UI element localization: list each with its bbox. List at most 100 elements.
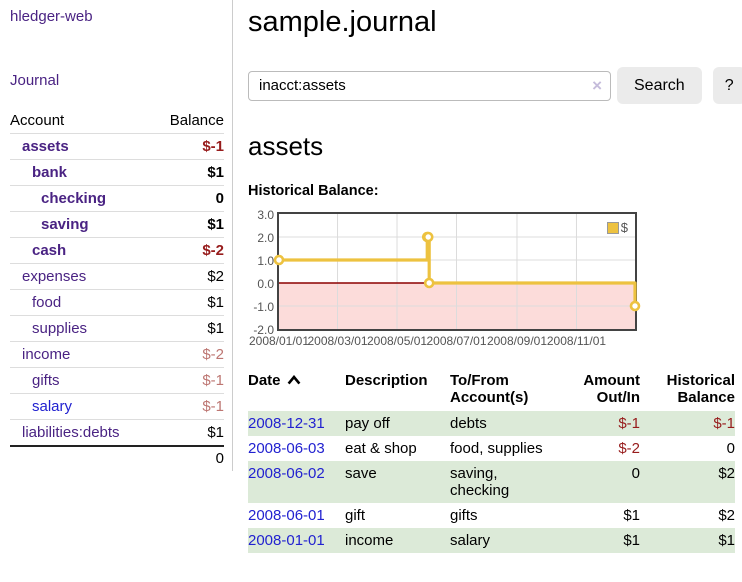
y-tick-label: 1.0 <box>257 254 274 268</box>
x-tick-label: 2008/11/01 <box>546 334 607 348</box>
accounts-total-value: 0 <box>215 450 224 467</box>
balance-chart: $ 3.0 2.0 1.0 0.0 -1.0 -2.0 2008/01/01 2008/03… <box>249 209 641 351</box>
accounts-total-spacer <box>10 446 153 471</box>
account-link[interactable]: assets <box>22 138 69 155</box>
transaction-accounts: salary <box>450 532 491 549</box>
register-row: 2008-06-03 eat & shop food, supplies $-2… <box>248 436 735 461</box>
account-balance: $1 <box>207 294 224 311</box>
account-link[interactable]: cash <box>32 242 67 259</box>
register-row: 2008-01-01 income salary $1 $1 <box>248 528 735 553</box>
transaction-date-link[interactable]: 2008-06-02 <box>248 465 325 482</box>
transaction-amount: $1 <box>623 532 640 549</box>
transaction-description: save <box>345 465 377 482</box>
account-balance: $1 <box>207 320 224 337</box>
account-balance: $-2 <box>202 242 224 259</box>
account-balance: $-1 <box>202 398 224 415</box>
account-link[interactable]: gifts <box>32 372 60 389</box>
chart-svg <box>273 214 641 329</box>
account-link[interactable]: bank <box>32 164 68 181</box>
sidebar-nav: Journal <box>10 72 224 89</box>
transaction-accounts: gifts <box>450 507 478 524</box>
sidebar: hledger-web Journal Account Balance asse… <box>0 0 233 471</box>
account-link[interactable]: expenses <box>22 268 87 285</box>
account-balance: 0 <box>215 190 224 207</box>
register-header-date[interactable]: Date <box>248 369 345 411</box>
account-balance: $1 <box>207 216 224 233</box>
transaction-accounts: debts <box>450 415 487 432</box>
register-table-body: 2008-12-31 pay off debts $-1 $-1 2008-06… <box>248 411 735 553</box>
account-row: supplies $1 <box>10 316 224 342</box>
x-tick-label: 2008/09/01 <box>486 334 547 348</box>
transaction-date-link[interactable]: 2008-06-01 <box>248 507 325 524</box>
register-row: 2008-06-02 save saving, checking 0 $2 <box>248 461 735 503</box>
y-tick-label: 3.0 <box>257 208 274 222</box>
account-balance: $2 <box>207 268 224 285</box>
y-tick-label: 2.0 <box>257 231 274 245</box>
transaction-balance: 0 <box>726 440 735 457</box>
account-row: gifts $-1 <box>10 368 224 394</box>
accounts-header-row: Account Balance <box>10 108 224 134</box>
clear-search-icon[interactable]: × <box>592 75 602 95</box>
account-balance: $-2 <box>202 346 224 363</box>
account-title: assets <box>248 131 324 161</box>
account-row: saving $1 <box>10 212 224 238</box>
transaction-accounts: food, supplies <box>450 440 543 457</box>
accounts-header-balance: Balance <box>169 112 224 129</box>
account-balance: $-1 <box>202 372 224 389</box>
account-row: assets $-1 <box>10 134 224 160</box>
account-link[interactable]: income <box>22 346 71 363</box>
search-input[interactable] <box>248 70 611 101</box>
x-tick-label: 2008/07/01 <box>426 334 487 348</box>
brand: hledger-web <box>10 8 224 25</box>
transaction-amount: 0 <box>631 465 640 482</box>
search-button[interactable]: Search <box>617 67 702 104</box>
transaction-balance: $2 <box>718 465 735 482</box>
page-title: sample.journal <box>248 6 437 38</box>
x-tick-label: 2008/05/01 <box>366 334 428 348</box>
account-row: income $-2 <box>10 342 224 368</box>
account-row: salary $-1 <box>10 394 224 420</box>
account-row: food $1 <box>10 290 224 316</box>
chart-label: Historical Balance: <box>248 183 379 199</box>
sidebar-item-journal[interactable]: Journal <box>10 72 60 89</box>
account-link[interactable]: saving <box>41 216 89 233</box>
account-link[interactable]: checking <box>41 190 107 207</box>
register-header-balance: Historical Balance <box>666 372 735 406</box>
register-table: Date Description To/From Account(s) Amou… <box>248 369 735 553</box>
account-row: checking 0 <box>10 186 224 212</box>
transaction-amount: $-1 <box>618 415 640 432</box>
accounts-table: Account Balance assets $-1 bank $1 check… <box>10 108 224 471</box>
main: sample.journal × Search ? assets Histori… <box>233 0 742 553</box>
account-link[interactable]: liabilities:debts <box>22 424 120 441</box>
y-tick-label: -1.0 <box>253 300 274 314</box>
help-button[interactable]: ? <box>712 67 742 104</box>
legend-label: $ <box>620 220 628 235</box>
brand-link[interactable]: hledger-web <box>10 8 93 25</box>
register-header-account: To/From Account(s) <box>450 372 529 406</box>
x-tick-label: 2008/03/01 <box>307 334 368 348</box>
y-tick-label: 0.0 <box>257 277 274 291</box>
transaction-balance: $2 <box>718 507 735 524</box>
sort-ascending-icon <box>287 372 301 389</box>
x-tick-label: 2008/01/01 <box>248 334 310 348</box>
register-header-row: Date Description To/From Account(s) Amou… <box>248 369 735 411</box>
transaction-date-link[interactable]: 2008-12-31 <box>248 415 325 432</box>
chart-legend: $ <box>604 219 630 236</box>
accounts-table-body: assets $-1 bank $1 checking 0 saving $1 … <box>10 134 224 446</box>
transaction-balance: $1 <box>718 532 735 549</box>
register-row: 2008-12-31 pay off debts $-1 $-1 <box>248 411 735 436</box>
account-balance: $1 <box>207 164 224 181</box>
account-link[interactable]: salary <box>32 398 73 415</box>
account-link[interactable]: supplies <box>32 320 88 337</box>
chart-x-axis-labels: 2008/01/01 2008/03/01 2008/05/01 2008/07/01… <box>249 331 637 351</box>
transaction-description: gift <box>345 507 366 524</box>
register-header-date-label: Date <box>248 372 281 389</box>
transaction-date-link[interactable]: 2008-01-01 <box>248 532 325 549</box>
transaction-date-link[interactable]: 2008-06-03 <box>248 440 325 457</box>
account-row: expenses $2 <box>10 264 224 290</box>
transaction-accounts: saving, checking <box>450 465 510 499</box>
register-header-amount: Amount Out/In <box>583 372 640 406</box>
transaction-balance: $-1 <box>713 415 735 432</box>
y-tick-label: -2.0 <box>253 323 274 337</box>
account-link[interactable]: food <box>32 294 62 311</box>
